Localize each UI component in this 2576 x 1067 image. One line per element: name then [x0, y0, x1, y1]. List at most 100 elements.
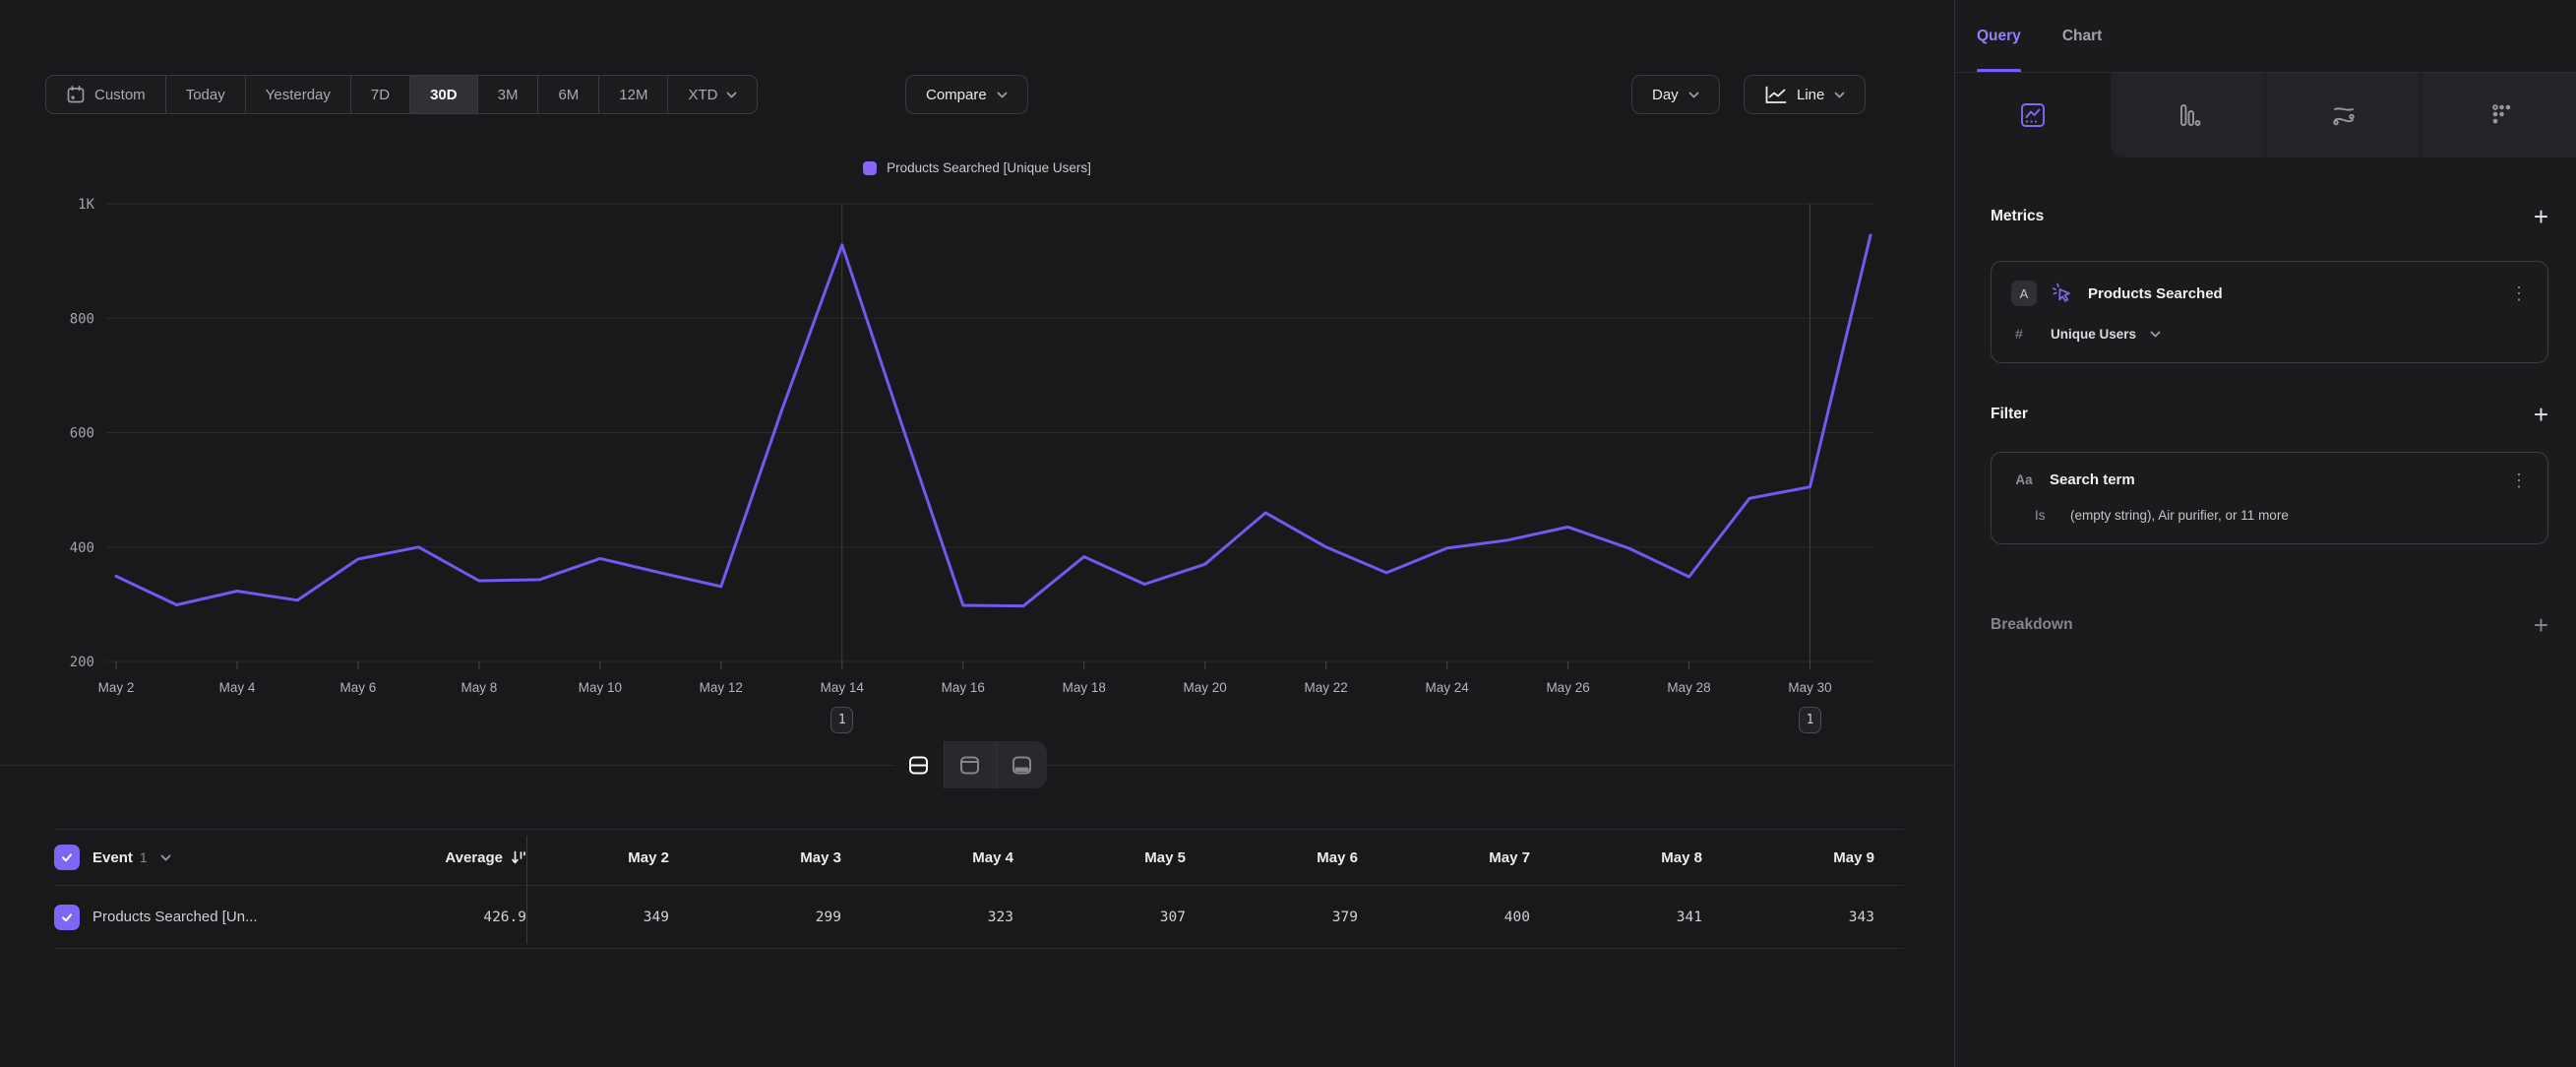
- date-column-header[interactable]: May 7: [1387, 849, 1560, 866]
- svg-text:May 26: May 26: [1546, 680, 1589, 695]
- date-column-header[interactable]: May 9: [1732, 849, 1904, 866]
- filter-section-header: Filter +: [1991, 405, 2548, 424]
- tab-flows[interactable]: [2265, 73, 2421, 157]
- filter-kebab-menu[interactable]: ⋮: [2510, 473, 2528, 487]
- svg-text:600: 600: [70, 426, 94, 442]
- event-name: Products Searched [Un...: [92, 909, 258, 925]
- tab-query[interactable]: Query: [1977, 0, 2021, 72]
- date-range-label: 6M: [558, 87, 579, 103]
- metrics-title: Metrics: [1991, 208, 2044, 225]
- average-column-label: Average: [445, 849, 503, 866]
- date-range-group: CustomTodayYesterday7D 30D 3M 6M 12MXTD: [45, 75, 758, 114]
- filter-value[interactable]: (empty string), Air purifier, or 11 more: [2070, 508, 2289, 523]
- tab-retention[interactable]: [2421, 73, 2576, 157]
- date-column-header[interactable]: May 3: [699, 849, 871, 866]
- split-view-icon: [906, 753, 931, 778]
- check-icon: [59, 849, 75, 865]
- svg-text:May 12: May 12: [700, 680, 743, 695]
- view-toggle: [893, 741, 1047, 788]
- svg-text:May 2: May 2: [98, 680, 135, 695]
- date-range-custom[interactable]: Custom: [46, 76, 166, 113]
- date-column-header[interactable]: May 8: [1560, 849, 1732, 866]
- annotation-badge[interactable]: 1: [830, 707, 853, 733]
- table-header-row: Event 1 Average May 2May 3May 4May 5May …: [54, 829, 1904, 886]
- breakdown-title: Breakdown: [1991, 616, 2073, 634]
- table-view-button[interactable]: [997, 741, 1047, 788]
- date-range-30d[interactable]: 30D: [410, 76, 478, 113]
- chevron-down-icon[interactable]: [160, 854, 171, 861]
- chart-view-icon: [957, 753, 982, 778]
- add-breakdown-button[interactable]: +: [2534, 615, 2548, 635]
- granularity-button[interactable]: Day: [1631, 75, 1720, 114]
- query-sidebar: Query Chart: [1954, 0, 2576, 1067]
- date-range-6m[interactable]: 6M: [538, 76, 599, 113]
- chevron-down-icon: [1688, 92, 1699, 98]
- chart-view-button[interactable]: [945, 741, 996, 788]
- chevron-down-icon[interactable]: [2150, 331, 2161, 338]
- chevron-down-icon: [726, 92, 737, 98]
- event-name-cell: Products Searched [Un...: [54, 905, 335, 930]
- svg-text:May 10: May 10: [579, 680, 622, 695]
- filter-operator[interactable]: Is: [2035, 508, 2056, 523]
- date-range-12m[interactable]: 12M: [599, 76, 668, 113]
- svg-text:May 30: May 30: [1788, 680, 1831, 695]
- date-column-header[interactable]: May 5: [1043, 849, 1215, 866]
- date-range-3m[interactable]: 3M: [478, 76, 539, 113]
- svg-text:200: 200: [70, 655, 94, 670]
- svg-text:1K: 1K: [78, 197, 94, 213]
- metric-card[interactable]: A Products Searched ⋮ # Unique Users: [1991, 261, 2548, 363]
- date-column-header[interactable]: May 2: [526, 849, 699, 866]
- legend-label: Products Searched [Unique Users]: [887, 160, 1091, 175]
- add-metric-button[interactable]: +: [2534, 207, 2548, 226]
- table-data-row[interactable]: Products Searched [Un... 426.9 349299323…: [54, 886, 1904, 949]
- date-range-xtd[interactable]: XTD: [668, 76, 757, 113]
- chart-type-button[interactable]: Line: [1744, 75, 1866, 114]
- chart-type-label: Line: [1797, 87, 1824, 103]
- date-value-cell: 323: [871, 910, 1043, 925]
- annotation-badge[interactable]: 1: [1799, 707, 1821, 733]
- compare-button[interactable]: Compare: [905, 75, 1028, 114]
- chart-legend[interactable]: Products Searched [Unique Users]: [0, 160, 1954, 175]
- string-property-icon: Aa: [2011, 472, 2037, 487]
- date-column-header[interactable]: May 4: [871, 849, 1043, 866]
- date-range-label: 3M: [498, 87, 519, 103]
- add-filter-button[interactable]: +: [2534, 405, 2548, 424]
- line-chart-icon: [1764, 86, 1787, 104]
- date-range-today[interactable]: Today: [166, 76, 246, 113]
- date-column-header[interactable]: May 6: [1215, 849, 1387, 866]
- split-view-button[interactable]: [893, 741, 945, 788]
- date-range-label: 30D: [430, 87, 458, 103]
- chevron-down-icon: [1834, 92, 1845, 98]
- svg-text:May 18: May 18: [1063, 680, 1106, 695]
- aggregation-selector[interactable]: Unique Users: [2051, 327, 2136, 342]
- sidebar-tabs: Query Chart: [1955, 0, 2576, 73]
- metric-kebab-menu[interactable]: ⋮: [2510, 286, 2528, 300]
- svg-text:May 6: May 6: [340, 680, 377, 695]
- average-value: 426.9: [483, 910, 526, 925]
- date-value-cell: 400: [1387, 910, 1560, 925]
- tab-insights[interactable]: [1955, 73, 2110, 157]
- compare-label: Compare: [926, 87, 987, 103]
- insights-icon: [2016, 98, 2050, 132]
- chevron-down-icon: [997, 92, 1008, 98]
- svg-text:May 22: May 22: [1305, 680, 1348, 695]
- event-column-label: Event: [92, 849, 133, 866]
- select-all-checkbox[interactable]: [54, 845, 80, 870]
- row-checkbox[interactable]: [54, 905, 80, 930]
- line-chart[interactable]: 2004006008001KMay 2May 4May 6May 8May 10…: [0, 187, 1954, 738]
- date-value-cell: 379: [1215, 910, 1387, 925]
- metric-event-name: Products Searched: [2088, 285, 2497, 302]
- tab-bar-chart[interactable]: [2110, 73, 2265, 157]
- date-header-cells: May 2May 3May 4May 5May 6May 7May 8May 9: [526, 849, 1904, 866]
- count-type-icon: #: [2015, 326, 2037, 342]
- filter-card[interactable]: Aa Search term ⋮ Is (empty string), Air …: [1991, 452, 2548, 544]
- average-header-cell[interactable]: Average: [335, 849, 526, 866]
- svg-text:May 4: May 4: [219, 680, 256, 695]
- tab-chart[interactable]: Chart: [2062, 0, 2102, 72]
- date-value-cells: 349299323307379400341343: [526, 910, 1904, 925]
- date-range-yesterday[interactable]: Yesterday: [246, 76, 351, 113]
- main-panel: CustomTodayYesterday7D 30D 3M 6M 12MXTD Comp…: [0, 0, 1954, 1067]
- query-builder: Metrics + A Products Searched ⋮ #: [1955, 207, 2576, 635]
- date-range-7d[interactable]: 7D: [351, 76, 410, 113]
- date-value-cell: 341: [1560, 910, 1732, 925]
